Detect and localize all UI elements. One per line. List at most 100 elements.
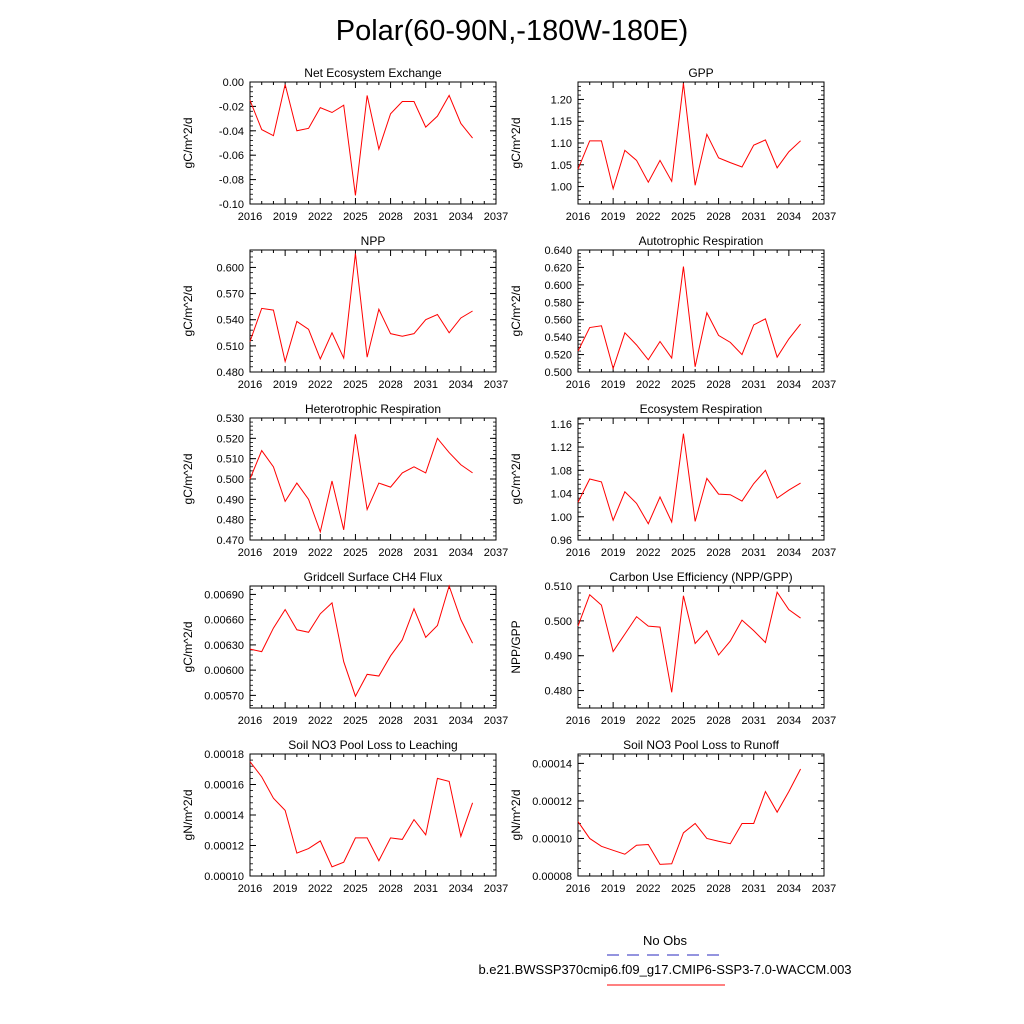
legend-model-label: b.e21.BWSSP370cmip6.f09_g17.CMIP6-SSP3-7… xyxy=(478,962,851,977)
x-tick-label: 2025 xyxy=(343,379,367,391)
y-tick-label: 0.00010 xyxy=(532,833,572,845)
y-tick-label: 0.480 xyxy=(216,367,244,379)
y-tick-label: 0.500 xyxy=(216,474,244,486)
y-tick-label: 0.00008 xyxy=(532,871,572,883)
y-tick-label: 0.00660 xyxy=(204,615,244,627)
chart-panel: Gridcell Surface CH4 Flux 2016 2019 2022 202… xyxy=(181,570,508,727)
x-tick-label: 2037 xyxy=(812,211,836,223)
y-tick-label: 0.520 xyxy=(216,433,244,445)
panel-grid: Net Ecosystem Exchange 2016 2019 2022 2025 20… xyxy=(181,66,836,895)
y-tick-label: 0.00600 xyxy=(204,665,244,677)
series-line xyxy=(577,768,802,865)
y-tick-label: 1.08 xyxy=(551,465,572,477)
y-tick-label: 0.600 xyxy=(216,262,244,274)
x-tick-label: 2019 xyxy=(601,379,625,391)
y-tick-label: 0.470 xyxy=(216,535,244,547)
x-tick-label: 2025 xyxy=(671,379,695,391)
y-tick-label: 1.15 xyxy=(551,116,572,128)
panel-title: Net Ecosystem Exchange xyxy=(304,66,442,80)
x-tick-label: 2025 xyxy=(343,883,367,895)
y-axis-label: gC/m^2/d xyxy=(509,454,523,505)
x-tick-label: 2019 xyxy=(601,211,625,223)
x-tick-label: 2037 xyxy=(484,547,508,559)
panel-title: NPP xyxy=(361,234,386,248)
y-tick-label: -0.06 xyxy=(219,150,244,162)
x-tick-label: 2019 xyxy=(273,379,297,391)
series-line xyxy=(249,761,474,868)
y-tick-label: -0.10 xyxy=(219,199,244,211)
x-tick-label: 2034 xyxy=(449,211,473,223)
x-tick-label: 2019 xyxy=(273,211,297,223)
x-tick-label: 2019 xyxy=(273,547,297,559)
x-tick-label: 2031 xyxy=(741,883,765,895)
y-axis-label: gC/m^2/d xyxy=(509,286,523,337)
panel-title: GPP xyxy=(688,66,713,80)
plot-frame xyxy=(577,249,825,373)
x-tick-label: 2022 xyxy=(308,715,332,727)
x-tick-label: 2028 xyxy=(378,211,402,223)
x-tick-label: 2022 xyxy=(308,547,332,559)
series-line xyxy=(249,253,473,364)
y-tick-label: 1.00 xyxy=(551,512,572,524)
x-tick-label: 2019 xyxy=(601,883,625,895)
x-tick-label: 2019 xyxy=(273,715,297,727)
x-tick-label: 2031 xyxy=(741,715,765,727)
x-tick-label: 2016 xyxy=(566,715,590,727)
x-tick-label: 2022 xyxy=(636,379,660,391)
y-axis-label: gC/m^2/d xyxy=(509,118,523,169)
y-tick-label: 1.04 xyxy=(551,489,572,501)
panel-title: Heterotrophic Respiration xyxy=(305,402,441,416)
y-tick-label: 1.12 xyxy=(551,442,572,454)
x-tick-label: 2022 xyxy=(308,379,332,391)
series-line xyxy=(249,84,473,196)
plot-frame xyxy=(577,753,825,877)
x-tick-label: 2022 xyxy=(308,211,332,223)
y-axis-label: gC/m^2/d xyxy=(181,622,195,673)
x-tick-label: 2016 xyxy=(238,211,262,223)
x-tick-label: 2028 xyxy=(706,379,730,391)
x-tick-label: 2028 xyxy=(706,715,730,727)
x-tick-label: 2034 xyxy=(777,715,801,727)
y-tick-label: 1.00 xyxy=(551,182,572,194)
x-tick-label: 2037 xyxy=(812,715,836,727)
x-tick-label: 2022 xyxy=(636,547,660,559)
x-tick-label: 2025 xyxy=(671,547,695,559)
y-tick-label: 0.530 xyxy=(216,413,244,425)
x-tick-label: 2034 xyxy=(777,379,801,391)
x-tick-label: 2025 xyxy=(671,883,695,895)
x-tick-label: 2028 xyxy=(378,379,402,391)
x-tick-label: 2031 xyxy=(413,379,437,391)
x-tick-label: 2034 xyxy=(777,211,801,223)
chart-panel: NPP 2016 2019 2022 2025 2028 2031 2034 2037 0.480… xyxy=(181,234,508,391)
plot-frame xyxy=(577,585,825,709)
x-tick-label: 2019 xyxy=(601,715,625,727)
panel-title: Soil NO3 Pool Loss to Runoff xyxy=(623,738,780,752)
x-tick-label: 2022 xyxy=(636,883,660,895)
x-tick-label: 2022 xyxy=(308,883,332,895)
y-tick-label: 0.00014 xyxy=(532,758,572,770)
series-line xyxy=(577,266,801,371)
x-tick-label: 2016 xyxy=(238,379,262,391)
plot-frame xyxy=(249,417,497,541)
chart-panel: GPP 2016 2019 2022 2025 2028 2031 2034 2037 1.00 1… xyxy=(509,66,836,223)
y-tick-label: 0.580 xyxy=(544,297,572,309)
y-tick-label: 0.510 xyxy=(216,341,244,353)
x-tick-label: 2016 xyxy=(566,547,590,559)
chart-panel: Ecosystem Respiration 2016 2019 2022 2025 202… xyxy=(509,402,836,559)
chart-panel: Heterotrophic Respiration 2016 2019 2022 202… xyxy=(181,402,508,559)
x-tick-label: 2025 xyxy=(671,715,695,727)
y-tick-label: -0.02 xyxy=(219,101,244,113)
plot-frame xyxy=(249,81,497,205)
y-tick-label: 0.480 xyxy=(216,515,244,527)
x-tick-label: 2025 xyxy=(343,715,367,727)
series-line xyxy=(249,584,474,698)
x-tick-label: 2037 xyxy=(812,547,836,559)
x-tick-label: 2031 xyxy=(413,211,437,223)
y-tick-label: -0.08 xyxy=(219,175,244,187)
y-tick-label: 0.510 xyxy=(216,454,244,466)
x-tick-label: 2028 xyxy=(378,715,402,727)
y-tick-label: 0.00016 xyxy=(204,780,244,792)
x-tick-label: 2034 xyxy=(777,883,801,895)
y-tick-label: 0.96 xyxy=(551,535,572,547)
legend-obs-label: No Obs xyxy=(643,933,688,948)
